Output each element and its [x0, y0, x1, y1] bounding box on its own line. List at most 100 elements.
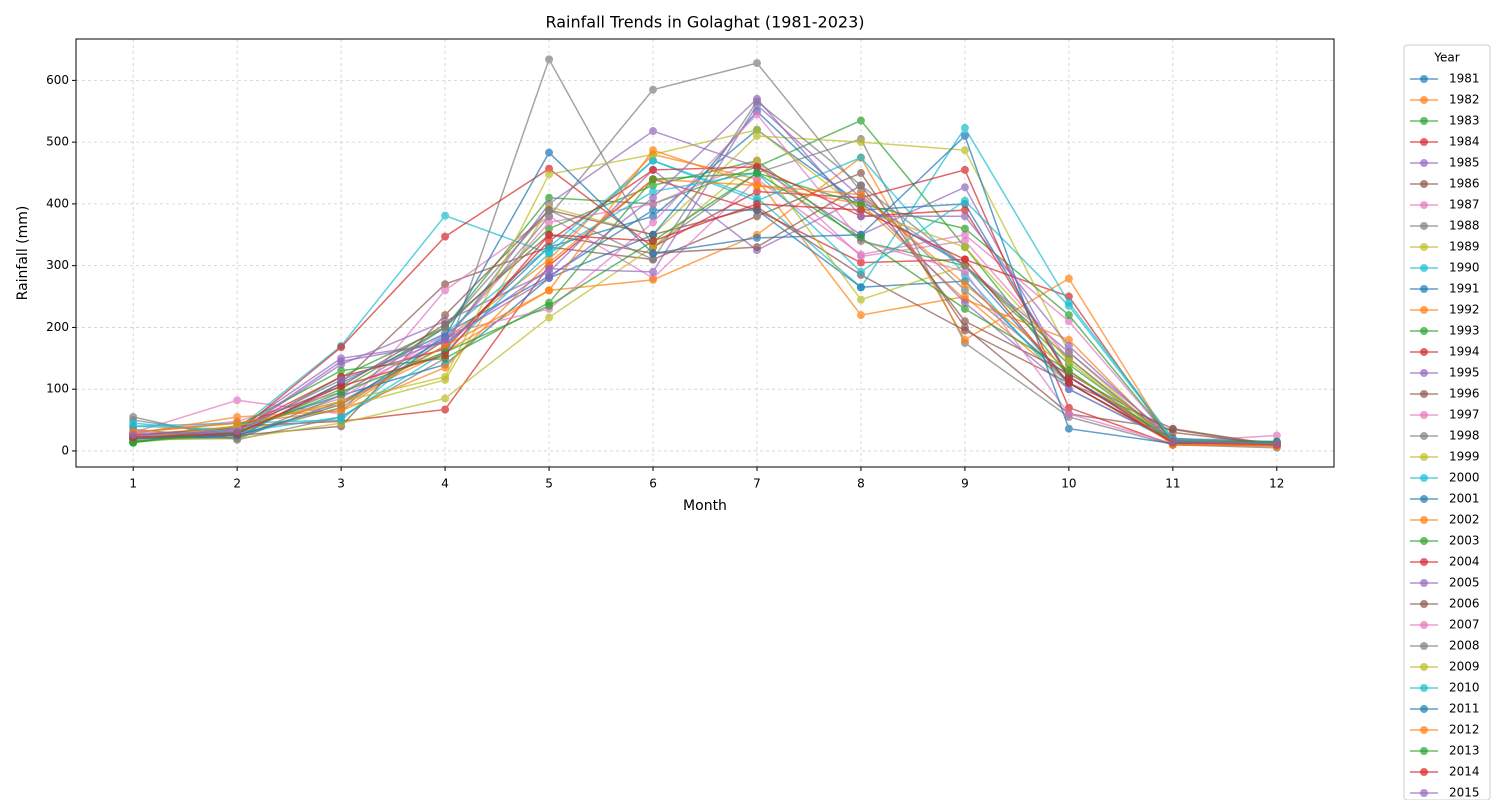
x-tick-label: 11: [1165, 477, 1180, 491]
marker: [649, 199, 658, 208]
y-tick-label: 600: [46, 73, 69, 87]
marker: [649, 156, 658, 165]
marker: [649, 175, 658, 184]
marker: [545, 313, 554, 322]
legend-label: 1998: [1449, 429, 1480, 443]
legend-marker: [1420, 285, 1428, 293]
marker: [752, 125, 761, 134]
legend-label: 2013: [1449, 744, 1480, 758]
marker: [649, 181, 658, 190]
x-tick-label: 7: [753, 477, 761, 491]
legend-marker: [1420, 138, 1428, 146]
legend-marker: [1420, 96, 1428, 104]
legend-marker: [1420, 327, 1428, 335]
marker: [233, 419, 242, 428]
marker: [649, 146, 658, 155]
legend-label: 1983: [1449, 114, 1480, 128]
marker: [960, 212, 969, 221]
y-tick-label: 300: [46, 258, 69, 272]
legend-label: 1986: [1449, 177, 1480, 191]
marker: [960, 183, 969, 192]
legend-item: 2001: [1410, 492, 1480, 506]
legend-label: 1999: [1449, 450, 1480, 464]
marker: [337, 406, 346, 415]
legend-item: 1990: [1410, 261, 1480, 275]
legend-item: 2000: [1410, 471, 1480, 485]
marker: [441, 311, 450, 320]
marker: [1064, 301, 1073, 310]
marker: [856, 206, 865, 215]
legend-title: Year: [1433, 51, 1459, 65]
marker: [649, 165, 658, 174]
marker: [129, 430, 138, 439]
marker: [545, 264, 554, 273]
legend-label: 1988: [1449, 219, 1480, 233]
line: [133, 172, 1277, 444]
legend-item: 1994: [1410, 345, 1480, 359]
marker: [752, 187, 761, 196]
marker: [960, 255, 969, 264]
legend-label: 1982: [1449, 93, 1480, 107]
legend-item: 1989: [1410, 240, 1480, 254]
legend-marker: [1420, 432, 1428, 440]
marker: [545, 164, 554, 173]
marker: [856, 295, 865, 304]
marker: [1064, 274, 1073, 283]
marker: [545, 224, 554, 233]
marker: [441, 286, 450, 295]
legend-marker: [1420, 579, 1428, 587]
marker: [441, 211, 450, 220]
marker: [337, 366, 346, 375]
marker: [960, 304, 969, 313]
legend-item: 1987: [1410, 198, 1480, 212]
legend-label: 2010: [1449, 681, 1480, 695]
legend-label: 1993: [1449, 324, 1480, 338]
legend-marker: [1420, 642, 1428, 650]
marker: [752, 162, 761, 171]
line: [133, 206, 1277, 446]
marker: [752, 59, 761, 68]
legend-marker: [1420, 789, 1428, 797]
x-tick-label: 10: [1061, 477, 1076, 491]
legend-marker: [1420, 159, 1428, 167]
marker: [856, 116, 865, 125]
marker: [1064, 311, 1073, 320]
marker: [337, 357, 346, 366]
legend-item: 2014: [1410, 765, 1480, 779]
legend-item: 2003: [1410, 534, 1480, 548]
y-tick-label: 400: [46, 196, 69, 210]
legend-item: 1983: [1410, 114, 1480, 128]
marker: [649, 85, 658, 94]
marker: [545, 206, 554, 215]
y-tick-label: 100: [46, 382, 69, 396]
marker: [545, 170, 554, 179]
x-tick-label: 12: [1269, 477, 1284, 491]
legend-marker: [1420, 537, 1428, 545]
legend-label: 2008: [1449, 639, 1480, 653]
legend-item: 2012: [1410, 723, 1480, 737]
legend-label: 2003: [1449, 534, 1480, 548]
legend-item: 1998: [1410, 429, 1480, 443]
marker: [337, 343, 346, 352]
legend-marker: [1420, 117, 1428, 125]
line: [133, 203, 1277, 446]
plot-frame: [75, 38, 1335, 468]
legend-item: 1991: [1410, 282, 1480, 296]
marker: [752, 233, 761, 242]
marker: [752, 110, 761, 119]
marker: [545, 230, 554, 239]
marker: [545, 286, 554, 295]
legend-label: 1992: [1449, 303, 1480, 317]
marker: [233, 412, 242, 421]
legend-item: 2006: [1410, 597, 1480, 611]
line: [133, 172, 1277, 445]
marker: [960, 224, 969, 233]
legend-label: 2011: [1449, 702, 1480, 716]
marker: [960, 123, 969, 132]
marker: [960, 131, 969, 140]
marker: [1064, 409, 1073, 418]
marker: [1064, 317, 1073, 326]
marker: [752, 212, 761, 221]
marker: [752, 131, 761, 140]
marker: [545, 212, 554, 221]
